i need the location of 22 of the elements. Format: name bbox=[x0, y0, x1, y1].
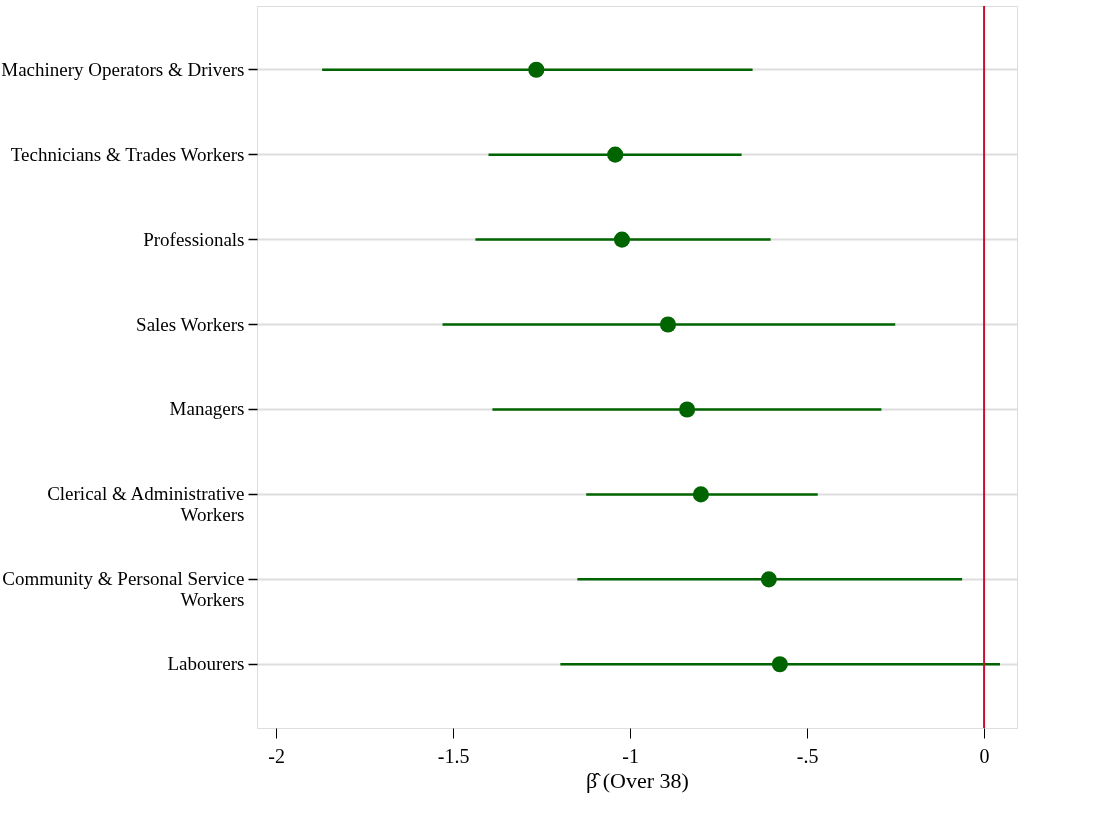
x-tick-label: -2 bbox=[268, 744, 285, 767]
point bbox=[771, 656, 788, 673]
y-tick-label: Labourers bbox=[167, 653, 245, 675]
point bbox=[607, 146, 624, 163]
point bbox=[528, 61, 545, 78]
point bbox=[659, 316, 677, 333]
x-axis-title: β̂ (Over 38) bbox=[586, 767, 689, 793]
x-tick-label: 0 bbox=[979, 744, 990, 767]
point bbox=[692, 486, 709, 503]
y-tick-label: Professionals bbox=[143, 228, 245, 250]
y-tick-label: Sales Workers bbox=[136, 313, 245, 335]
x-tick-label: -1.5 bbox=[437, 744, 470, 767]
y-tick-label: Technicians & Trades Workers bbox=[10, 143, 245, 165]
x-tick-label: -1 bbox=[622, 744, 639, 767]
y-tick-label: Machinery Operators & Drivers bbox=[1, 58, 245, 80]
x-tick-label: -.5 bbox=[796, 744, 819, 767]
y-tick-label: Managers bbox=[169, 398, 245, 420]
point bbox=[760, 571, 777, 588]
y-tick-label: Community & Personal Service Workers bbox=[2, 568, 245, 611]
y-tick-label: Clerical & Administrative Workers bbox=[47, 483, 245, 526]
point bbox=[679, 401, 696, 418]
point bbox=[613, 231, 631, 248]
